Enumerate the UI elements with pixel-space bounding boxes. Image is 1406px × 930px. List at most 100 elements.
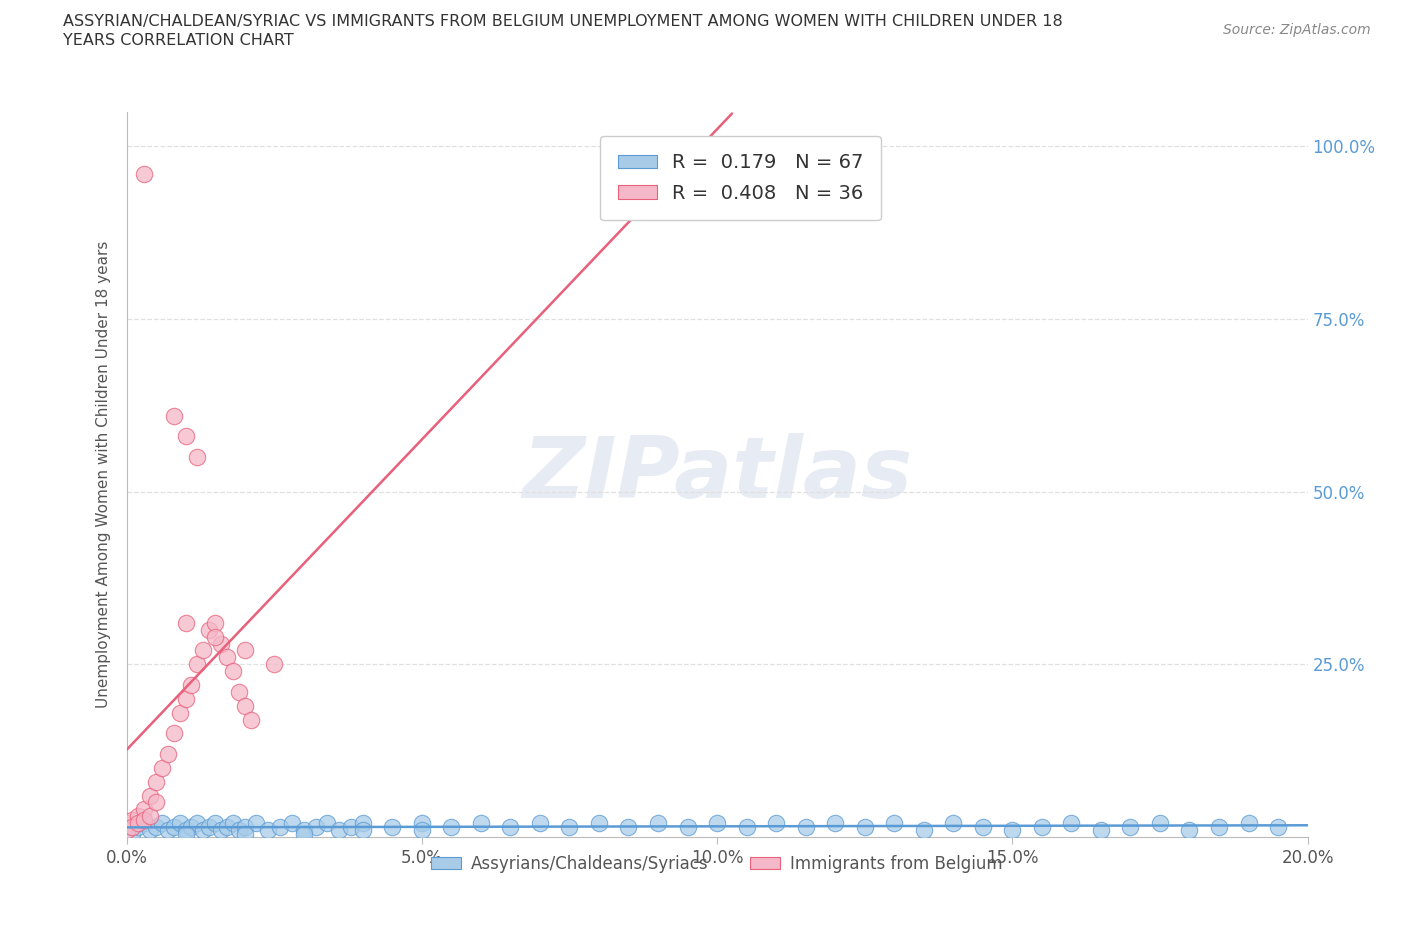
Point (1001, 823, 1024, 838)
Point (127, 819, 149, 834)
Point (169, 816, 191, 830)
Point (145, 775, 167, 790)
Point (150, 816, 173, 830)
Point (134, 166, 156, 181)
Point (204, 630, 226, 644)
Point (1149, 816, 1171, 830)
Point (228, 823, 250, 838)
Point (411, 823, 433, 838)
Point (134, 812, 156, 827)
Point (706, 816, 728, 830)
Point (1031, 819, 1053, 834)
Point (115, 816, 138, 830)
Point (209, 823, 232, 838)
Point (145, 795, 167, 810)
Point (292, 823, 315, 838)
Point (794, 819, 817, 834)
Point (209, 636, 232, 651)
Point (316, 816, 339, 830)
Point (233, 826, 256, 841)
Point (134, 816, 156, 830)
Legend: Assyrians/Chaldeans/Syriacs, Immigrants from Belgium: Assyrians/Chaldeans/Syriacs, Immigrants … (425, 848, 1010, 880)
Point (121, 812, 143, 827)
Point (115, 823, 138, 838)
Point (245, 816, 267, 830)
Point (193, 823, 215, 838)
Point (735, 819, 758, 834)
Point (1090, 823, 1112, 838)
Point (198, 819, 221, 834)
Point (215, 819, 238, 834)
Point (263, 657, 285, 671)
Point (853, 819, 876, 834)
Point (352, 823, 374, 838)
Point (174, 826, 197, 841)
Point (174, 691, 197, 706)
Point (381, 819, 404, 834)
Point (233, 698, 256, 713)
Point (558, 819, 581, 834)
Point (292, 826, 315, 841)
Point (198, 622, 221, 637)
Point (588, 816, 610, 830)
Point (156, 823, 179, 838)
Point (169, 705, 191, 720)
Point (1178, 823, 1201, 838)
Point (163, 726, 186, 741)
Point (186, 816, 208, 830)
Point (215, 650, 238, 665)
Point (139, 823, 162, 838)
Point (1237, 816, 1260, 830)
Point (163, 408, 186, 423)
Point (145, 819, 167, 834)
Point (150, 761, 173, 776)
Point (352, 816, 374, 830)
Point (163, 819, 186, 834)
Point (204, 616, 226, 631)
Point (233, 819, 256, 834)
Point (127, 816, 149, 830)
Point (139, 809, 162, 824)
Point (824, 816, 846, 830)
Point (222, 664, 245, 679)
Point (121, 819, 143, 834)
Point (647, 816, 669, 830)
Point (411, 816, 433, 830)
Point (883, 816, 905, 830)
Point (676, 819, 699, 834)
Point (1060, 816, 1083, 830)
Point (765, 816, 787, 830)
Point (186, 449, 208, 464)
Point (121, 826, 143, 841)
Point (281, 816, 304, 830)
Point (1267, 819, 1289, 834)
Point (174, 429, 197, 444)
Text: ASSYRIAN/CHALDEAN/SYRIAC VS IMMIGRANTS FROM BELGIUM UNEMPLOYMENT AMONG WOMEN WIT: ASSYRIAN/CHALDEAN/SYRIAC VS IMMIGRANTS F… (63, 14, 1063, 29)
Point (340, 819, 363, 834)
Point (139, 788, 162, 803)
Point (942, 816, 965, 830)
Point (180, 678, 202, 693)
Point (134, 802, 156, 817)
Point (304, 819, 326, 834)
Point (972, 819, 994, 834)
Point (529, 816, 551, 830)
Point (204, 816, 226, 830)
Point (174, 823, 197, 838)
Point (1208, 819, 1230, 834)
Point (180, 819, 202, 834)
Point (127, 809, 149, 824)
Point (174, 616, 197, 631)
Point (328, 823, 350, 838)
Point (257, 823, 280, 838)
Point (617, 819, 640, 834)
Point (912, 823, 935, 838)
Text: Source: ZipAtlas.com: Source: ZipAtlas.com (1223, 23, 1371, 37)
Point (193, 643, 215, 658)
Point (1119, 819, 1142, 834)
Point (499, 819, 522, 834)
Point (186, 657, 208, 671)
Point (440, 819, 463, 834)
Point (222, 816, 245, 830)
Text: YEARS CORRELATION CHART: YEARS CORRELATION CHART (63, 33, 294, 47)
